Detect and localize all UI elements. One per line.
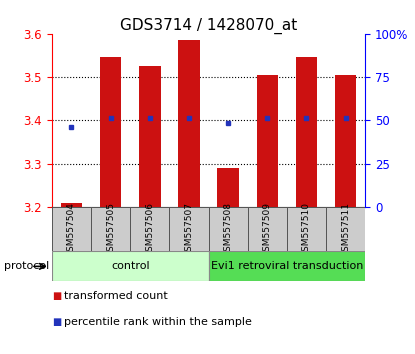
Text: transformed count: transformed count	[64, 291, 168, 301]
Text: GSM557504: GSM557504	[67, 202, 76, 257]
Text: GSM557511: GSM557511	[341, 202, 350, 257]
Bar	[209, 251, 365, 281]
Text: Evi1 retroviral transduction: Evi1 retroviral transduction	[211, 261, 363, 272]
Bar	[256, 75, 278, 207]
Text: ■: ■	[52, 317, 61, 327]
Text: GSM557505: GSM557505	[106, 202, 115, 257]
Bar	[52, 207, 91, 251]
Text: ■: ■	[52, 291, 61, 301]
Bar	[248, 207, 287, 251]
Bar	[61, 203, 82, 207]
Text: protocol: protocol	[4, 261, 49, 272]
Bar	[335, 75, 356, 207]
Text: GSM557510: GSM557510	[302, 202, 311, 257]
Bar	[295, 57, 317, 207]
Bar	[52, 251, 209, 281]
Bar	[100, 57, 122, 207]
Text: GSM557506: GSM557506	[145, 202, 154, 257]
Bar	[139, 66, 161, 207]
Bar	[169, 207, 209, 251]
Text: GSM557509: GSM557509	[263, 202, 272, 257]
Text: GSM557508: GSM557508	[224, 202, 233, 257]
Bar	[178, 40, 200, 207]
Title: GDS3714 / 1428070_at: GDS3714 / 1428070_at	[120, 17, 297, 34]
Text: GSM557507: GSM557507	[184, 202, 193, 257]
Bar	[91, 207, 130, 251]
Text: percentile rank within the sample: percentile rank within the sample	[64, 317, 252, 327]
Bar	[217, 168, 239, 207]
Bar	[326, 207, 365, 251]
Bar	[287, 207, 326, 251]
Text: control: control	[111, 261, 149, 272]
Bar	[130, 207, 169, 251]
Bar	[209, 207, 248, 251]
